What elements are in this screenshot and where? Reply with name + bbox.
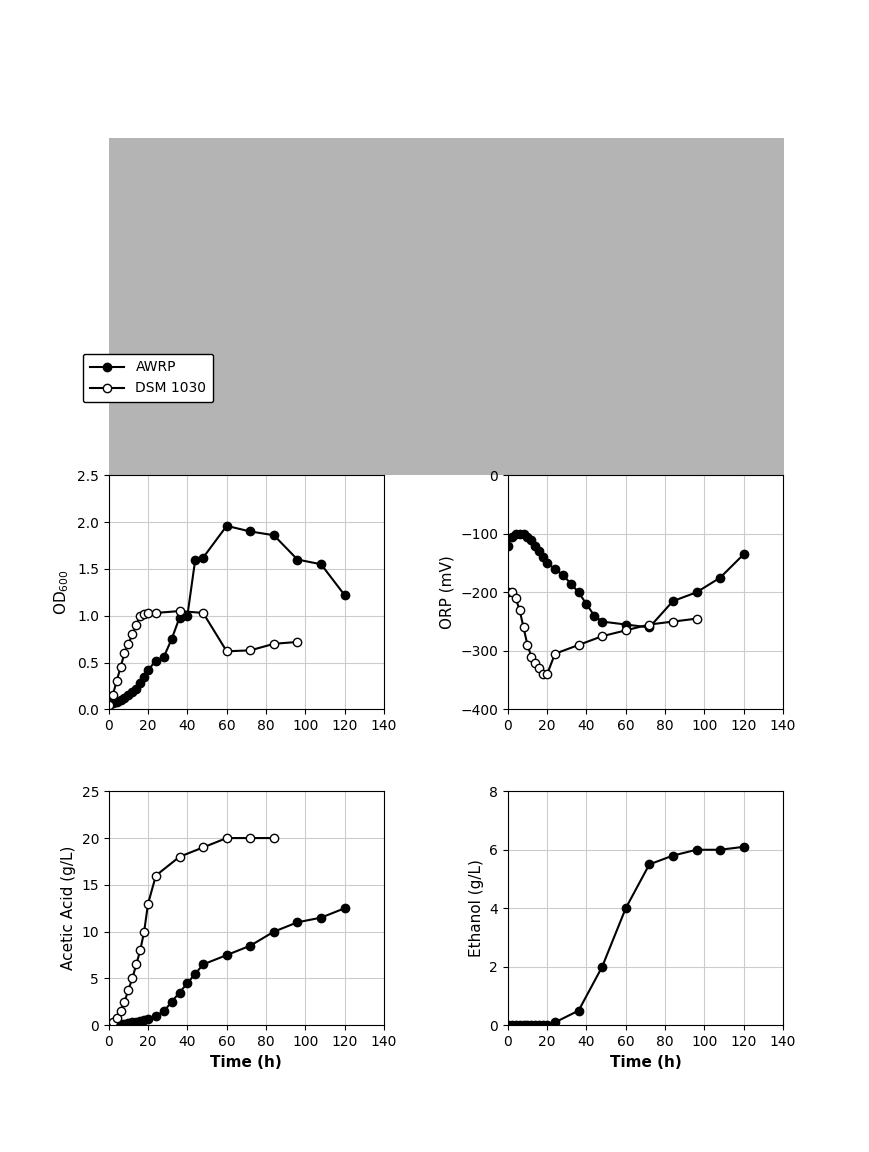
DSM 1030 <box>197 606 208 620</box>
DSM 1030 <box>116 660 126 674</box>
Line: AWRP: AWRP <box>104 522 348 708</box>
DSM 1030 <box>103 698 114 712</box>
AWRP <box>189 553 200 567</box>
AWRP <box>119 691 129 705</box>
AWRP <box>111 695 122 708</box>
AWRP <box>127 685 137 699</box>
Y-axis label: Acetic Acid (g/L): Acetic Acid (g/L) <box>61 846 76 970</box>
AWRP <box>150 653 161 667</box>
AWRP <box>131 682 142 696</box>
AWRP <box>222 518 232 532</box>
DSM 1030 <box>269 637 279 651</box>
AWRP <box>135 676 145 690</box>
AWRP <box>143 664 153 677</box>
DSM 1030 <box>150 606 161 620</box>
AWRP <box>174 611 184 624</box>
DSM 1030 <box>127 628 137 642</box>
X-axis label: Time (h): Time (h) <box>609 1054 680 1069</box>
Y-axis label: OD$_{600}$: OD$_{600}$ <box>53 569 71 615</box>
AWRP <box>269 529 279 543</box>
Line: DSM 1030: DSM 1030 <box>104 607 302 708</box>
X-axis label: Time (h): Time (h) <box>210 1054 282 1069</box>
DSM 1030 <box>143 606 153 620</box>
AWRP <box>292 553 302 567</box>
DSM 1030 <box>222 644 232 658</box>
AWRP <box>197 551 208 564</box>
DSM 1030 <box>174 604 184 617</box>
DSM 1030 <box>108 689 118 703</box>
AWRP <box>245 524 255 538</box>
DSM 1030 <box>135 608 145 622</box>
DSM 1030 <box>123 637 134 651</box>
AWRP <box>103 698 114 712</box>
Y-axis label: Ethanol (g/L): Ethanol (g/L) <box>468 859 483 957</box>
DSM 1030 <box>119 646 129 660</box>
AWRP <box>166 632 176 646</box>
AWRP <box>182 608 192 622</box>
AWRP <box>123 689 134 703</box>
Y-axis label: ORP (mV): ORP (mV) <box>439 555 454 629</box>
AWRP <box>158 650 169 664</box>
AWRP <box>339 589 349 602</box>
Legend: AWRP, DSM 1030: AWRP, DSM 1030 <box>83 354 213 402</box>
DSM 1030 <box>292 635 302 649</box>
DSM 1030 <box>111 674 122 688</box>
DSM 1030 <box>245 644 255 658</box>
AWRP <box>315 558 326 571</box>
AWRP <box>116 694 126 707</box>
DSM 1030 <box>139 607 149 621</box>
AWRP <box>108 696 118 710</box>
AWRP <box>139 669 149 683</box>
DSM 1030 <box>131 619 142 632</box>
